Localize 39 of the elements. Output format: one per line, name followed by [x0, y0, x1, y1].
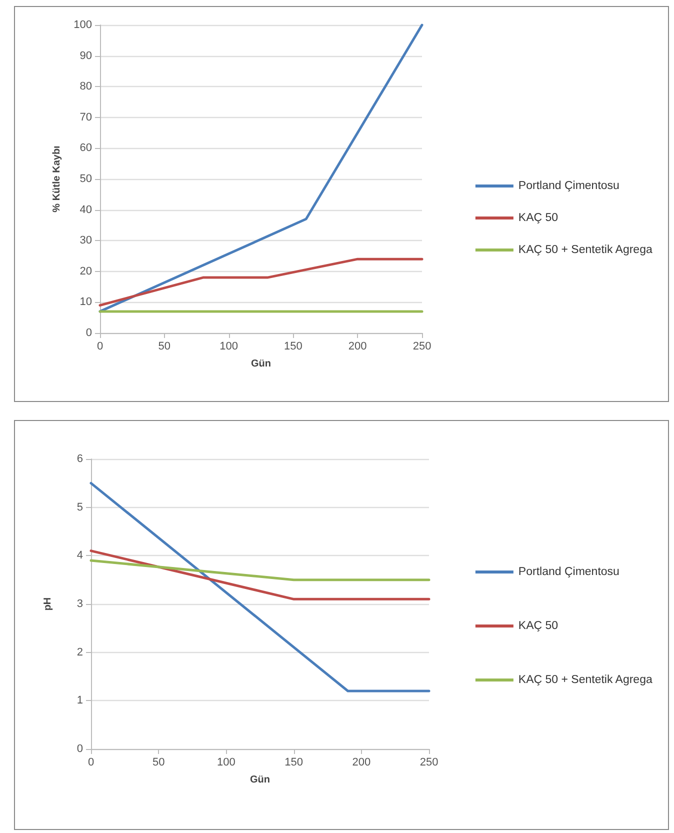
- y-tick-label: 60: [80, 142, 92, 154]
- x-axis-title: Gün: [251, 358, 271, 370]
- y-tick-label: 10: [80, 296, 92, 308]
- y-axis-title: pH: [42, 597, 54, 611]
- legend-label: KAÇ 50: [518, 212, 558, 224]
- x-tick-label: 50: [158, 340, 171, 352]
- y-tick-label: 40: [80, 204, 92, 216]
- y-tick-label: 4: [76, 550, 83, 562]
- y-axis-title: % Kütle Kaybı: [52, 145, 62, 212]
- x-tick-label: 150: [284, 756, 303, 768]
- x-tick-label: 200: [352, 756, 371, 768]
- y-tick-label: 3: [76, 598, 83, 610]
- y-tick-label: 100: [74, 19, 92, 31]
- y-tick-label: 1: [76, 694, 83, 707]
- y-tick-label: 20: [80, 265, 92, 278]
- y-tick-label: 90: [80, 50, 92, 62]
- x-tick-label: 150: [284, 340, 302, 352]
- x-tick-label: 250: [420, 756, 438, 768]
- y-tick-label: 0: [86, 327, 92, 339]
- legend-label: KAÇ 50 + Sentetik Agrega: [518, 674, 653, 686]
- x-tick-label: 50: [152, 756, 165, 768]
- x-tick-label: 250: [412, 340, 432, 352]
- y-tick-label: 2: [76, 646, 83, 658]
- x-tick-label: 100: [217, 756, 236, 768]
- x-tick-label: 100: [220, 340, 238, 352]
- x-axis-title: Gün: [250, 774, 270, 786]
- y-tick-label: 0: [76, 743, 83, 755]
- y-tick-label: 50: [80, 173, 92, 185]
- legend-label: KAÇ 50: [518, 620, 558, 632]
- legend-label: Portland Çimentosu: [518, 566, 620, 578]
- legend-label: Portland Çimentosu: [518, 180, 620, 192]
- x-tick-label: 200: [348, 340, 367, 352]
- y-tick-label: 70: [80, 111, 92, 124]
- x-tick-label: 0: [96, 340, 104, 352]
- y-tick-label: 6: [76, 453, 83, 465]
- y-tick-label: 30: [80, 234, 92, 247]
- legend-label: KAÇ 50 + Sentetik Agrega: [518, 244, 653, 256]
- y-tick-label: 5: [76, 501, 83, 514]
- y-tick-label: 80: [80, 80, 92, 93]
